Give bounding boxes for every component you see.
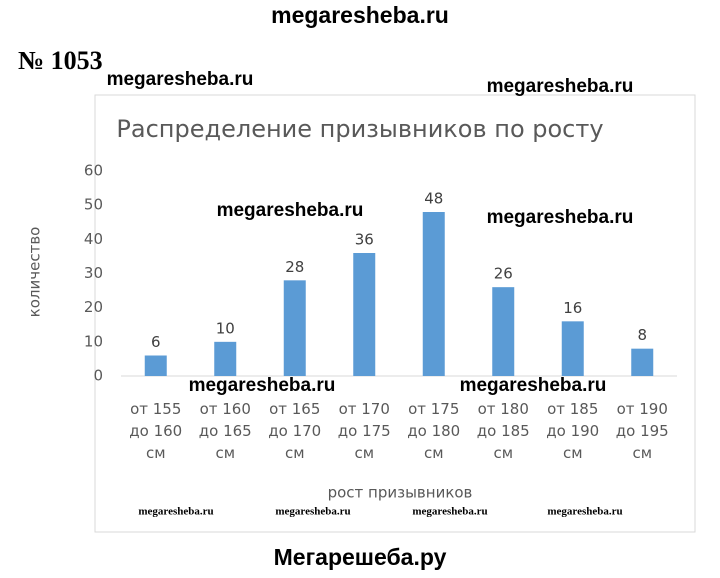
watermark: megaresheba.ru: [460, 375, 607, 396]
bar: [631, 348, 654, 376]
y-tick-label: 60: [84, 162, 103, 180]
x-tick-label: от 165 до 170 см: [268, 400, 322, 462]
value-label: 28: [285, 258, 304, 276]
site-footer: Мегарешеба.ру: [274, 544, 447, 570]
watermark-small: megaresheba.ru: [275, 506, 350, 518]
x-tick-label: от 170 до 175 см: [337, 400, 391, 462]
bar: [561, 321, 584, 376]
bar: [492, 287, 515, 376]
bar: [283, 280, 306, 376]
x-tick-label: от 160 до 165 см: [198, 400, 252, 462]
watermark-small: megaresheba.ru: [547, 506, 622, 518]
bar: [422, 212, 445, 376]
chart-title: Распределение призывников по росту: [116, 115, 603, 143]
y-tick-label: 0: [93, 367, 103, 385]
watermark-small: megaresheba.ru: [138, 506, 213, 518]
x-tick-label: от 155 до 160 см: [129, 400, 183, 462]
bar: [214, 341, 237, 376]
value-label: 6: [151, 333, 161, 351]
watermark: megaresheba.ru: [217, 200, 364, 221]
watermark: megaresheba.ru: [189, 375, 336, 396]
bar: [353, 253, 376, 376]
y-tick-label: 20: [84, 298, 103, 316]
x-tick-label: от 180 до 185 см: [476, 400, 530, 462]
y-tick-label: 40: [84, 230, 103, 248]
watermark: megaresheba.ru: [487, 76, 634, 97]
y-axis-label: количество: [26, 227, 44, 318]
value-label: 8: [637, 326, 647, 344]
chart-frame: [94, 94, 696, 533]
watermark: megaresheba.ru: [107, 69, 254, 90]
x-axis-label: рост призывников: [328, 484, 473, 502]
value-label: 16: [563, 299, 582, 317]
value-label: 26: [494, 265, 513, 283]
x-tick-label: от 185 до 190 см: [546, 400, 600, 462]
y-tick-label: 10: [84, 332, 103, 350]
site-header: megaresheba.ru: [271, 2, 449, 28]
x-tick-label: от 190 до 195 см: [615, 400, 669, 462]
watermark: megaresheba.ru: [487, 207, 634, 228]
watermark-small: megaresheba.ru: [412, 506, 487, 518]
task-number: № 1053: [18, 46, 103, 75]
y-tick-label: 50: [84, 196, 103, 214]
y-tick-label: 30: [84, 264, 103, 282]
value-label: 48: [424, 190, 443, 208]
x-tick-label: от 175 до 180 см: [407, 400, 461, 462]
bar: [144, 355, 167, 376]
value-label: 36: [355, 231, 374, 249]
value-label: 10: [216, 319, 235, 337]
